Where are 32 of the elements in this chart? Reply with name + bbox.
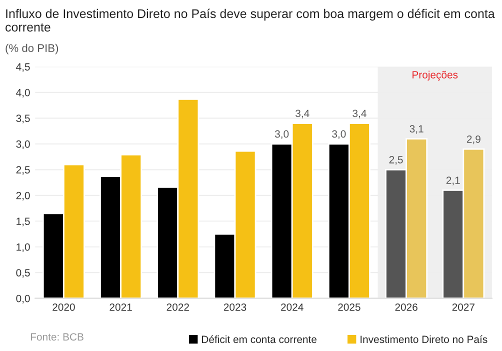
x-tick-label: 2023 bbox=[224, 303, 246, 311]
data-label: 3,1 bbox=[410, 125, 424, 134]
data-label: 3,0 bbox=[332, 130, 346, 139]
y-tick-label: 4,0 bbox=[16, 88, 30, 98]
y-tick-label: 3,5 bbox=[16, 114, 30, 124]
y-tick-label: 0,5 bbox=[16, 269, 30, 278]
legend-label: Investimento Direto no País bbox=[360, 335, 488, 344]
data-label: 2,1 bbox=[446, 176, 460, 186]
y-tick-label: 3,0 bbox=[16, 140, 30, 150]
legend-label: Déficit em conta corrente bbox=[202, 335, 316, 344]
data-label: 3,4 bbox=[296, 110, 310, 118]
x-tick-label: 2020 bbox=[52, 303, 75, 311]
y-tick-label: 4,5 bbox=[16, 63, 30, 72]
y-tick-label: 1,0 bbox=[16, 243, 30, 252]
y-tick-label: 2,0 bbox=[16, 192, 30, 200]
data-label: 3,0 bbox=[274, 130, 289, 139]
x-tick-label: 2027 bbox=[452, 303, 474, 311]
band-label: Projeções bbox=[412, 70, 458, 81]
y-tick-label: 1,5 bbox=[16, 218, 30, 226]
data-label: 2,5 bbox=[389, 156, 403, 165]
y-tick-label: 0,0 bbox=[16, 294, 30, 304]
y-tick-label: 2,5 bbox=[16, 166, 30, 175]
x-tick-label: 2021 bbox=[110, 303, 132, 311]
x-tick-label: 2025 bbox=[338, 303, 360, 311]
data-label: 3,4 bbox=[352, 110, 366, 118]
source-note: Fonte: BCB bbox=[30, 333, 84, 341]
chart-title: Influxo de Investimento Direto no País deve superar com boa margem o déficit em conta corrente bbox=[6, 8, 495, 32]
x-tick-label: 2024 bbox=[281, 303, 304, 311]
chart-subtitle: (% do PIB) bbox=[6, 44, 58, 54]
x-tick-label: 2026 bbox=[395, 303, 418, 311]
x-tick-label: 2022 bbox=[166, 303, 189, 311]
data-label: 2,9 bbox=[466, 135, 480, 144]
